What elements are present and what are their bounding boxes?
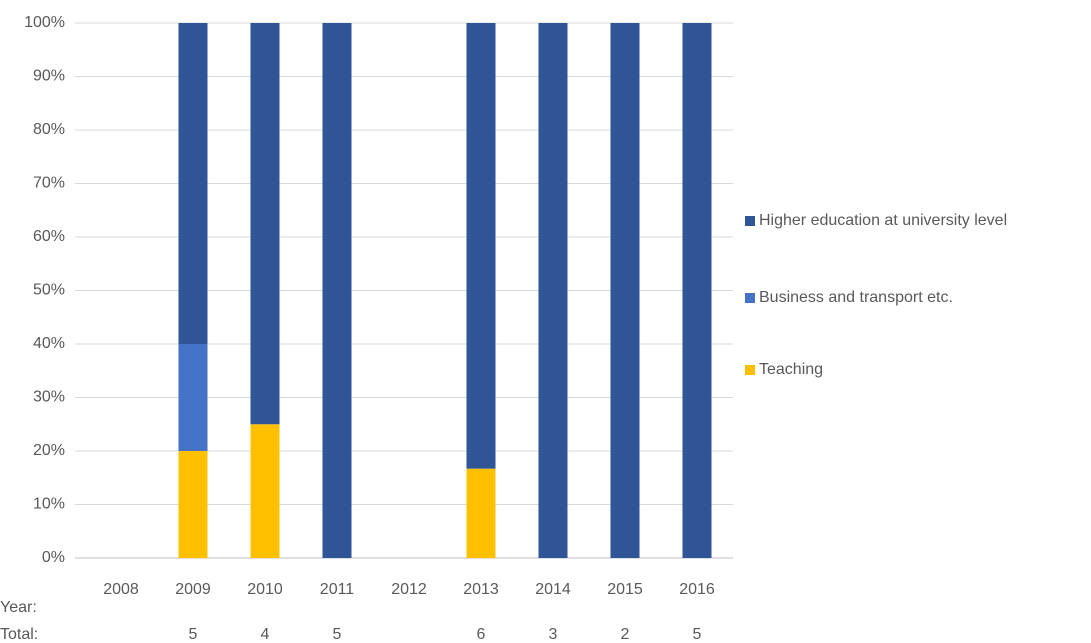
bar-segment: [178, 23, 208, 344]
legend-swatch: [745, 293, 755, 303]
bar-segment: [178, 451, 208, 558]
x-tick-label: 2010: [247, 581, 283, 598]
y-tick-label: 60%: [33, 228, 65, 245]
y-tick-label: 100%: [24, 14, 65, 31]
x-tick-label: 2013: [463, 581, 499, 598]
bar-segment: [610, 23, 640, 558]
bar-segment: [250, 424, 280, 558]
y-tick-label: 20%: [33, 442, 65, 459]
x-tick-label: 2014: [535, 581, 571, 598]
legend-label: Business and transport etc.: [759, 289, 953, 306]
legend-swatch: [745, 365, 755, 375]
total-label: 3: [549, 626, 558, 643]
x-tick-label: 2015: [607, 581, 643, 598]
x-tick-label: 2009: [175, 581, 211, 598]
total-label: 5: [693, 626, 702, 643]
legend-item: Teaching: [745, 356, 1091, 383]
y-tick-label: 0%: [42, 549, 65, 566]
x-tick-label: 2016: [679, 581, 715, 598]
x-tick-label: 2012: [391, 581, 427, 598]
y-tick-label: 70%: [33, 175, 65, 192]
legend-item: Business and transport etc.: [745, 284, 1091, 311]
x-tick-label: 2011: [320, 581, 355, 598]
total-label: 6: [477, 626, 486, 643]
bar-segment: [682, 23, 712, 558]
y-tick-label: 10%: [33, 496, 65, 513]
total-label: Total:: [0, 626, 38, 643]
total-label: 4: [261, 626, 270, 643]
total-label: 2: [621, 626, 630, 643]
y-tick-label: 50%: [33, 282, 65, 299]
legend-label: Teaching: [759, 361, 824, 378]
y-tick-label: 30%: [33, 389, 65, 406]
bar-segment: [466, 468, 496, 558]
y-tick-label: 40%: [33, 335, 65, 352]
bar-segment: [538, 23, 568, 558]
y-tick-label: 90%: [33, 68, 65, 85]
y-tick-label: 80%: [33, 121, 65, 138]
legend-label: Higher education at university level: [759, 212, 1008, 229]
legend-swatch: [745, 216, 755, 226]
bar-segment: [178, 344, 208, 451]
total-label: 5: [333, 626, 342, 643]
legend-item: Higher education at university level: [745, 207, 1091, 234]
bar-segment: [466, 23, 496, 469]
bar-segment: [250, 23, 280, 425]
year-label: Year:: [0, 599, 37, 616]
x-tick-label: 2008: [103, 581, 139, 598]
total-label: 5: [189, 626, 198, 643]
bar-segment: [322, 23, 352, 558]
